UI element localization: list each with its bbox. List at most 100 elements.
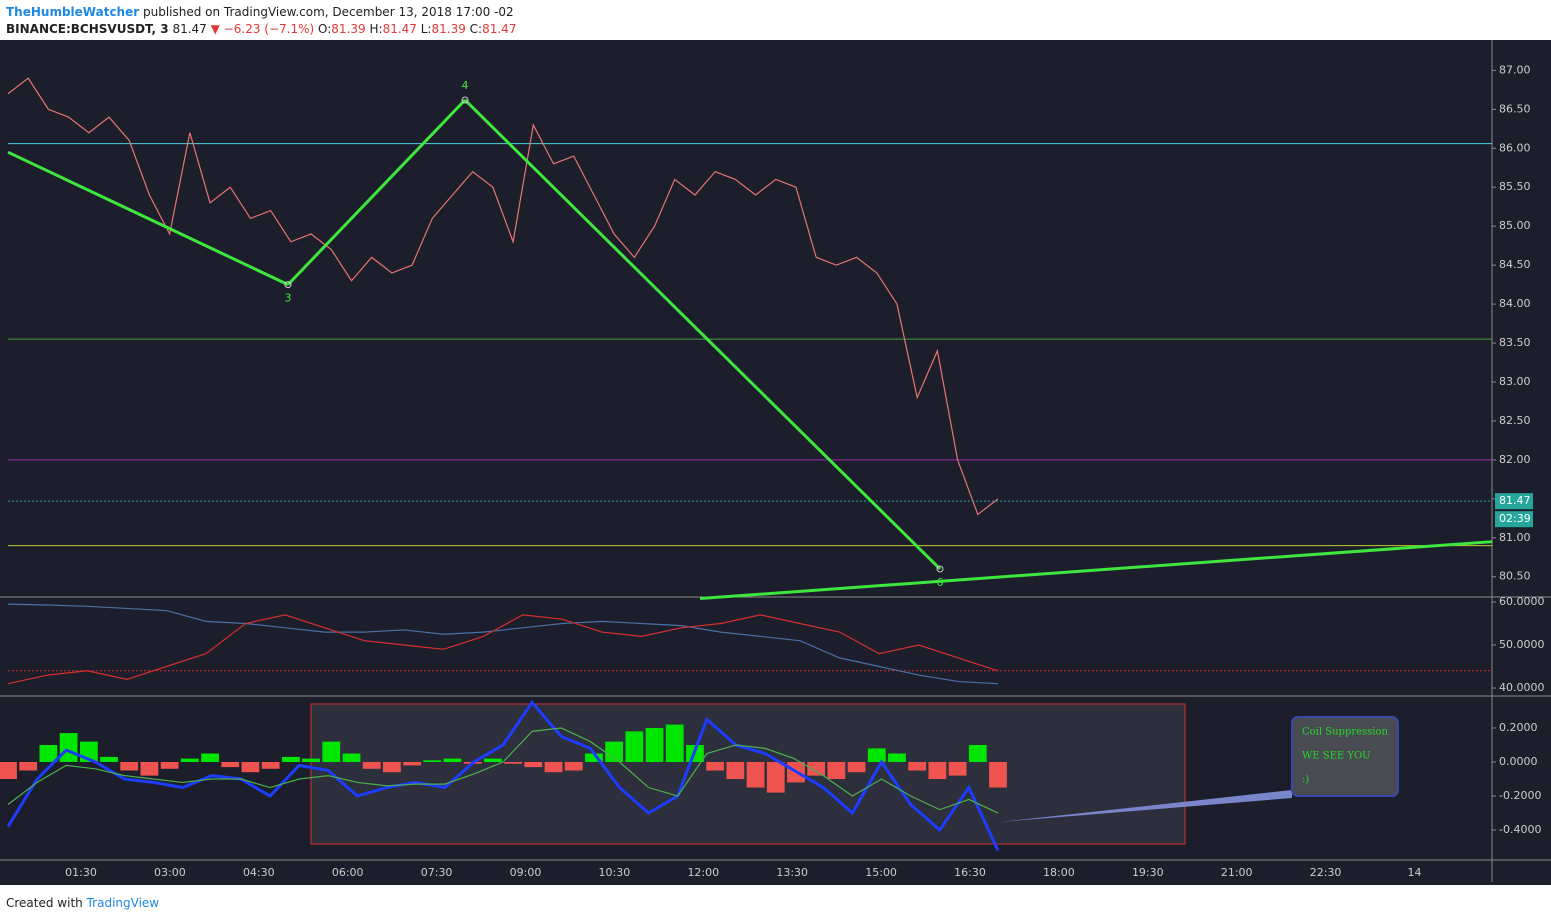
pattern-label: 4 [462, 79, 469, 92]
close: 81.47 [482, 22, 517, 36]
l: L: [420, 22, 432, 36]
histogram-bar [201, 753, 219, 762]
histogram-bar [342, 753, 361, 762]
histogram-bar [585, 753, 603, 762]
y-tick-label: 86.00 [1499, 141, 1531, 154]
x-tick-label: 12:00 [687, 866, 719, 879]
histogram-bar [665, 724, 684, 762]
histogram-bar [645, 727, 664, 762]
y-tick-label: 84.00 [1499, 297, 1531, 310]
x-tick-label: 01:30 [65, 866, 97, 879]
histogram-bar [19, 761, 38, 771]
x-tick-label: 09:00 [510, 866, 542, 879]
histogram-bar [221, 761, 240, 768]
x-tick-label: 21:00 [1221, 866, 1253, 879]
countdown: 02:39 [1499, 512, 1531, 525]
y-tick-label: -0.4000 [1499, 823, 1541, 836]
histogram-bar [0, 761, 17, 780]
y-tick-label: 83.50 [1499, 336, 1531, 349]
y-tick-label: 0.2000 [1499, 721, 1538, 734]
price-label: 81.47 [1499, 494, 1531, 507]
histogram-bar [726, 761, 745, 780]
author: TheHumbleWatcher [6, 5, 140, 19]
histogram-bar [867, 748, 886, 762]
histogram-bar [261, 761, 280, 769]
histogram-bar [948, 761, 967, 776]
y-tick-label: 80.50 [1499, 570, 1531, 583]
histogram-bar [807, 761, 826, 776]
histogram-bar [403, 761, 421, 766]
x-tick-label: 04:30 [243, 866, 275, 879]
histogram-bar [423, 760, 442, 762]
histogram-bar [908, 761, 927, 771]
y-tick-label: 82.50 [1499, 414, 1531, 427]
x-tick-label: 07:30 [421, 866, 453, 879]
histogram-bar [625, 731, 644, 762]
histogram-bar [281, 756, 300, 762]
histogram-bar [524, 761, 543, 768]
line [7, 727, 999, 814]
line [6, 699, 1000, 852]
y-tick-label: 85.50 [1499, 180, 1531, 193]
note-text: WE SEE YOU [1302, 751, 1371, 762]
x-tick-label: 06:00 [332, 866, 364, 879]
h: H: [369, 22, 383, 36]
y-tick-label: 86.50 [1499, 102, 1531, 115]
pattern-line [7, 150, 289, 286]
x-tick-label: 18:00 [1043, 866, 1075, 879]
histogram-bar [241, 761, 260, 773]
y-tick-label: 82.00 [1499, 453, 1531, 466]
histogram-bar [989, 761, 1007, 788]
y-tick-label: 85.00 [1499, 219, 1531, 232]
histogram-bar [766, 761, 785, 793]
pattern-point [936, 565, 944, 573]
pattern-point [284, 281, 292, 289]
histogram-bar [847, 761, 866, 773]
pattern-line [463, 98, 942, 571]
histogram-bar [140, 761, 159, 776]
histogram-bar [928, 761, 947, 780]
x-tick-label: 13:30 [776, 866, 808, 879]
y-tick-label: 40.0000 [1499, 681, 1545, 694]
x-tick-label: 14 [1408, 866, 1422, 879]
countdown-box [1495, 511, 1533, 528]
histogram-bar [302, 758, 320, 762]
c: C: [469, 22, 483, 36]
trend-line [699, 540, 1493, 601]
histogram-bar [746, 761, 765, 788]
chart: 80.5081.0081.5082.0082.5083.0083.5084.00… [0, 40, 1551, 885]
pattern-line [286, 98, 467, 286]
line [7, 77, 999, 516]
histogram-bar [605, 741, 624, 762]
x-tick-label: 16:30 [954, 866, 986, 879]
histogram-bar [443, 758, 462, 762]
open: 81.39 [331, 22, 366, 36]
histogram-bar [362, 761, 381, 769]
note-text: Coil Suppression [1302, 727, 1389, 738]
histogram-bar [160, 761, 179, 769]
histogram-bar [59, 733, 78, 762]
histogram-bar [888, 753, 906, 762]
line [7, 614, 999, 685]
symbol: BINANCE:BCHSVUSDT, 3 [6, 22, 169, 36]
published: published on TradingView.com, December 1… [142, 5, 514, 19]
histogram-bar [120, 761, 139, 771]
note-text: :) [1302, 775, 1309, 786]
histogram-bar [483, 758, 502, 762]
price-box [1495, 493, 1533, 510]
change: ▼ −6.23 (−7.1%) [210, 22, 315, 36]
x-tick-label: 15:00 [865, 866, 897, 879]
histogram-bar [564, 761, 583, 771]
histogram-bar [100, 756, 118, 762]
low: 81.39 [431, 22, 466, 36]
y-tick-label: 83.00 [1499, 375, 1531, 388]
x-tick-label: 03:00 [154, 866, 186, 879]
y-tick-label: 50.0000 [1499, 638, 1545, 651]
o: O: [318, 22, 332, 36]
callout [1291, 716, 1399, 797]
x-tick-label: 22:30 [1310, 866, 1342, 879]
header: TheHumbleWatcher published on TradingVie… [6, 4, 516, 38]
x-tick-label: 19:30 [1132, 866, 1164, 879]
histogram-bar [706, 761, 725, 771]
